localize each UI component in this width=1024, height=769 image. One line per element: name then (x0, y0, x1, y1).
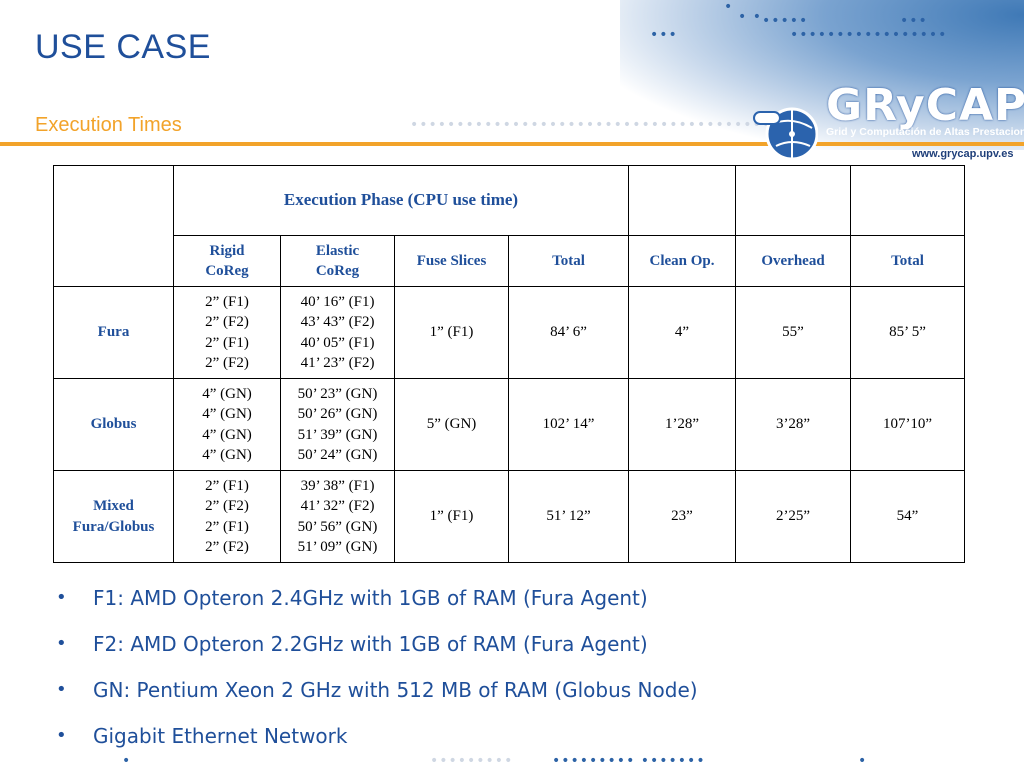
bullet-icon: • (56, 679, 67, 700)
header-dots: ••• (900, 13, 928, 29)
footer-dots: ••••••••• ••••••• (552, 753, 706, 769)
grand-total-cell: 54” (850, 470, 966, 563)
cell-line: 4” (GN) (202, 447, 252, 463)
list-item: • F1: AMD Opteron 2.4GHz with 1GB of RAM … (56, 584, 698, 630)
clean-op-cell: 1’28” (628, 378, 737, 471)
header-dots: ••• (650, 27, 678, 43)
phase-header: Execution Phase (CPU use time) (172, 165, 630, 236)
table-corner-cell (53, 165, 174, 287)
elastic-coreg-cell: 39’ 38” (F1) 41’ 32” (F2) 50’ 56” (GN) 5… (280, 470, 395, 563)
slide-subtitle: Execution Times (35, 114, 182, 136)
header-decoration (620, 0, 1024, 150)
header-rule (0, 142, 1024, 146)
cell-line: 2” (F1) (205, 518, 249, 535)
cell-line: 2” (F2) (205, 539, 249, 555)
cell-line: 4” (GN) (202, 385, 252, 402)
row-name: Globus (53, 378, 174, 471)
cell-line: 4” (GN) (202, 406, 252, 422)
rigid-coreg-cell: 2” (F1) 2” (F2) 2” (F1) 2” (F2) (173, 286, 281, 379)
slide-title: USE CASE (35, 28, 211, 66)
column-header: Clean Op. (628, 235, 737, 287)
column-header: Fuse Slices (394, 235, 509, 287)
cell-line: 50’ 23” (GN) (297, 385, 378, 402)
footer-dots: ••••••••• (430, 753, 514, 769)
table-row: Globus 4” (GN) 4” (GN) 4” (GN) 4” (GN) 5… (53, 378, 966, 471)
elastic-coreg-cell: 50’ 23” (GN) 50’ 26” (GN) 51’ 39” (GN) 5… (280, 378, 395, 471)
cell-line: 2” (F1) (205, 477, 249, 494)
cell-line: 2” (F1) (205, 334, 249, 351)
grand-total-cell: 107’10” (850, 378, 966, 471)
cell-line: 39’ 38” (F1) (300, 477, 375, 494)
footer-dots: • (858, 753, 868, 769)
note-text: F1: AMD Opteron 2.4GHz with 1GB of RAM (… (93, 586, 648, 610)
total-cell: 84’ 6” (507, 286, 630, 379)
header-dots: • (724, 0, 734, 15)
total-cell: 102’ 14” (507, 378, 630, 471)
empty-header-cell (850, 165, 966, 236)
cell-line: 50’ 26” (GN) (297, 406, 378, 422)
rigid-coreg-cell: 4” (GN) 4” (GN) 4” (GN) 4” (GN) (173, 378, 281, 471)
column-header: Elastic CoReg (280, 235, 395, 287)
column-header: Total (507, 235, 630, 287)
list-item: • Gigabit Ethernet Network (56, 722, 698, 768)
table-row: Mixed Fura/Globus 2” (F1) 2” (F2) 2” (F1… (53, 470, 966, 563)
cell-line: 50’ 24” (GN) (297, 447, 378, 463)
column-header: Total (850, 235, 966, 287)
header-dots: • • (738, 9, 762, 25)
fuse-slices-cell: 1” (F1) (394, 470, 509, 563)
list-item: • F2: AMD Opteron 2.2GHz with 1GB of RAM … (56, 630, 698, 676)
fuse-slices-cell: 5” (GN) (394, 378, 509, 471)
overhead-cell: 2’25” (735, 470, 852, 563)
list-item: • GN: Pentium Xeon 2 GHz with 512 MB of R… (56, 676, 698, 722)
cell-line: 2” (F2) (205, 355, 249, 371)
cell-line: 51’ 39” (GN) (297, 426, 378, 443)
note-text: F2: AMD Opteron 2.2GHz with 1GB of RAM (… (93, 632, 648, 656)
row-name: Fura (53, 286, 174, 379)
header-dots: ••••• (762, 13, 809, 29)
footer-dots: • (122, 753, 132, 769)
execution-times-table: Execution Phase (CPU use time) Rigid CoR… (53, 165, 966, 563)
logo-url: www.grycap.upv.es (912, 148, 1014, 160)
cell-line: 2” (F2) (205, 314, 249, 330)
column-header: Overhead (735, 235, 852, 287)
logo-tagline: Grid y Computación de Altas Prestaciones (826, 126, 1024, 138)
cell-line: 4” (GN) (202, 426, 252, 443)
cell-line: 41’ 23” (F2) (300, 355, 375, 371)
total-cell: 51’ 12” (507, 470, 630, 563)
cell-line: 40’ 16” (F1) (300, 293, 375, 310)
fuse-slices-cell: 1” (F1) (394, 286, 509, 379)
cell-line: 41’ 32” (F2) (300, 498, 375, 514)
header-dots: ••••••••••••••••••••••••••••••••••••••• (410, 117, 772, 133)
column-header: Rigid CoReg (173, 235, 281, 287)
cell-line: 50’ 56” (GN) (297, 518, 378, 535)
globe-icon (753, 107, 818, 161)
clean-op-cell: 23” (628, 470, 737, 563)
cell-line: 2” (F1) (205, 293, 249, 310)
cell-line: 43’ 43” (F2) (300, 314, 375, 330)
empty-header-cell (735, 165, 852, 236)
cell-line: 2” (F2) (205, 498, 249, 514)
grycap-logo: GRyCAP Grid y Computación de Altas Prest… (752, 84, 1024, 164)
header-dots: ••••••••••••••••• (790, 27, 948, 43)
rigid-coreg-cell: 2” (F1) 2” (F2) 2” (F1) 2” (F2) (173, 470, 281, 563)
bullet-icon: • (56, 633, 67, 654)
note-text: Gigabit Ethernet Network (93, 724, 348, 748)
cell-line: 51’ 09” (GN) (297, 539, 378, 555)
elastic-coreg-cell: 40’ 16” (F1) 43’ 43” (F2) 40’ 05” (F1) 4… (280, 286, 395, 379)
clean-op-cell: 4” (628, 286, 737, 379)
bullet-icon: • (56, 587, 67, 608)
overhead-cell: 55” (735, 286, 852, 379)
note-text: GN: Pentium Xeon 2 GHz with 512 MB of RA… (93, 678, 698, 702)
cell-line: 40’ 05” (F1) (300, 334, 375, 351)
logo-wordmark: GRyCAP (826, 80, 1024, 131)
grand-total-cell: 85’ 5” (850, 286, 966, 379)
notes-list: • F1: AMD Opteron 2.4GHz with 1GB of RAM … (56, 584, 698, 768)
empty-header-cell (628, 165, 737, 236)
table-row: Fura 2” (F1) 2” (F2) 2” (F1) 2” (F2) 40’… (53, 286, 966, 379)
row-name: Mixed Fura/Globus (53, 470, 174, 563)
overhead-cell: 3’28” (735, 378, 852, 471)
bullet-icon: • (56, 725, 67, 746)
